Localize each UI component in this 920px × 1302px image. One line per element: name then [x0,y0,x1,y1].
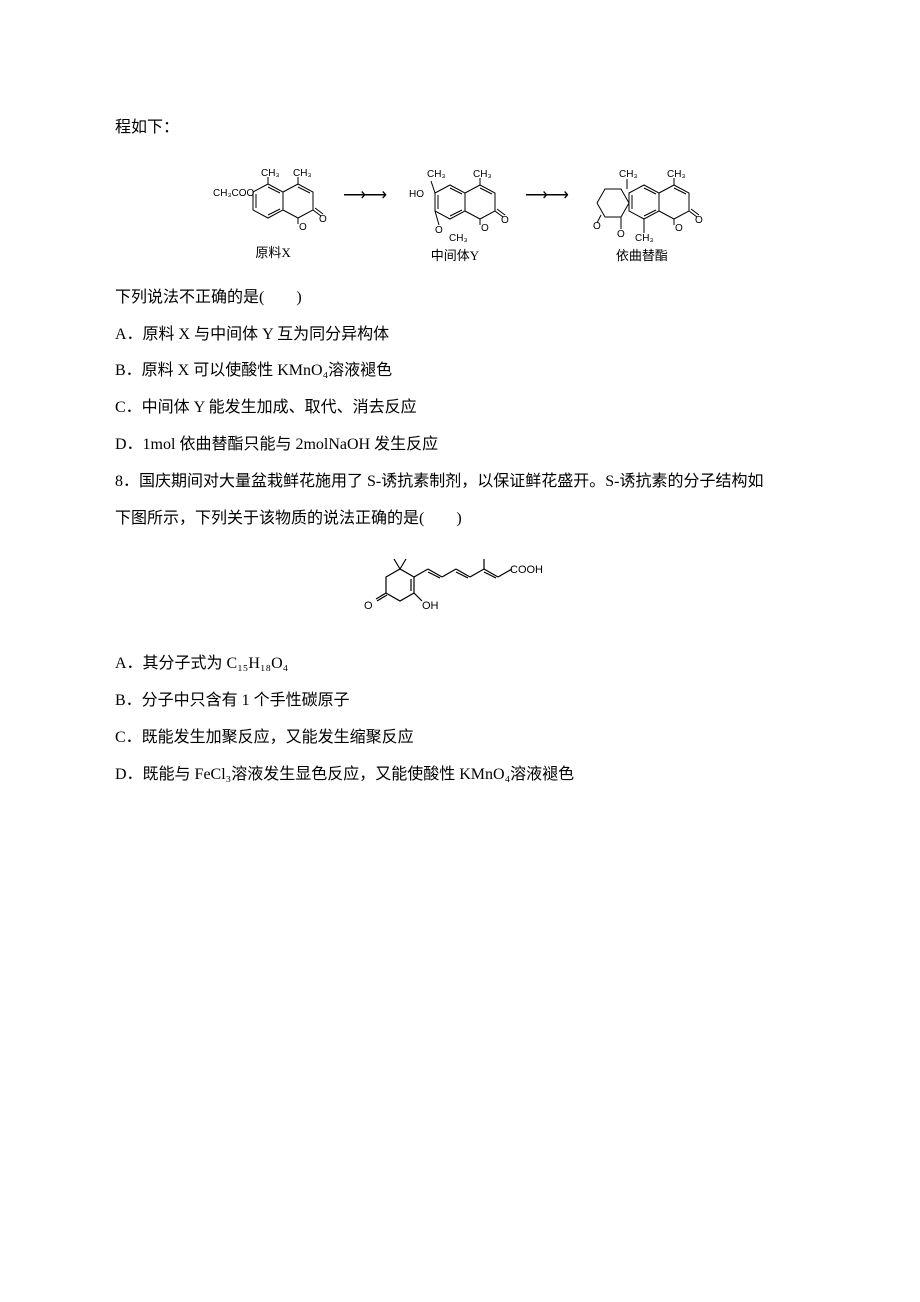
caption-y: 中间体Y [431,249,479,262]
q8-option-a: A．其分子式为 C₁₅H₁₈O₄ [115,646,805,683]
label-oh: OH [422,600,439,612]
label-o-bl: O [435,225,443,236]
structure-svg-q8: O OH COOH [360,547,560,617]
arrow-1: ⟶⟶ [341,178,387,243]
label-o-co: O [501,215,509,226]
label-ch3-top2: CH₃ [293,168,312,179]
q7-continuation: 程如下： [115,110,805,147]
label-o-rb: O [675,223,683,234]
label-ch3-top1: CH₃ [261,168,280,179]
structure-svg-product: CH₃ CH₃ O O CH₃ O O [577,159,707,245]
label-ch3-bl: CH₃ [449,233,468,244]
label-o-ketone: O [364,600,373,612]
q8-structure: O OH COOH [115,547,805,632]
q7-reaction-scheme: CH₃COO CH₃ CH₃ O O 原料X ⟶⟶ [115,159,805,262]
molecule-raw-x: CH₃COO CH₃ CH₃ O O 原料X [213,162,333,259]
structure-svg-x: CH₃COO CH₃ CH₃ O O [213,162,333,242]
q7-option-b: B．原料 X 可以使酸性 KMnO₄溶液褪色 [115,353,805,390]
label-ch3-b: CH₃ [635,233,654,244]
label-cooh: COOH [510,564,543,576]
q8-option-d: D．既能与 FeCl₃溶液发生显色反应，又能使酸性 KMnO₄溶液褪色 [115,757,805,794]
label-ch3-l: CH₃ [427,169,446,180]
label-ch3-2: CH₃ [667,169,686,180]
label-ch3-1: CH₃ [619,169,638,180]
label-o-lb: O [617,229,625,240]
page-content: 程如下： [0,0,920,853]
arrow-2: ⟶⟶ [523,178,569,243]
caption-x: 原料X [255,246,290,259]
label-ch3coo: CH₃COO [213,188,255,199]
structure-svg-y: HO CH₃ CH₃ O CH₃ O O [395,159,515,245]
label-o-rco: O [695,215,703,226]
label-o-carbonyl: O [319,214,327,225]
q7-option-d: D．1mol 依曲替酯只能与 2molNaOH 发生反应 [115,427,805,464]
label-ch3-r: CH₃ [473,169,492,180]
caption-product: 依曲替酯 [616,249,668,262]
q8-stem-line1: 8．国庆期间对大量盆栽鲜花施用了 S-诱抗素制剂，以保证鲜花盛开。S-诱抗素的分… [115,464,805,501]
label-o-bottom: O [299,222,307,233]
q7-option-c: C．中间体 Y 能发生加成、取代、消去反应 [115,390,805,427]
q8-option-b: B．分子中只含有 1 个手性碳原子 [115,683,805,720]
label-o-b: O [481,223,489,234]
q7-stem: 下列说法不正确的是( ) [115,280,805,317]
label-ho: HO [409,189,424,200]
q8-stem-line2: 下图所示，下列关于该物质的说法正确的是( ) [115,501,805,538]
q7-option-a: A．原料 X 与中间体 Y 互为同分异构体 [115,317,805,354]
q8-option-c: C．既能发生加聚反应，又能发生缩聚反应 [115,720,805,757]
molecule-product: CH₃ CH₃ O O CH₃ O O [577,159,707,262]
molecule-intermediate-y: HO CH₃ CH₃ O CH₃ O O 中间体Y [395,159,515,262]
